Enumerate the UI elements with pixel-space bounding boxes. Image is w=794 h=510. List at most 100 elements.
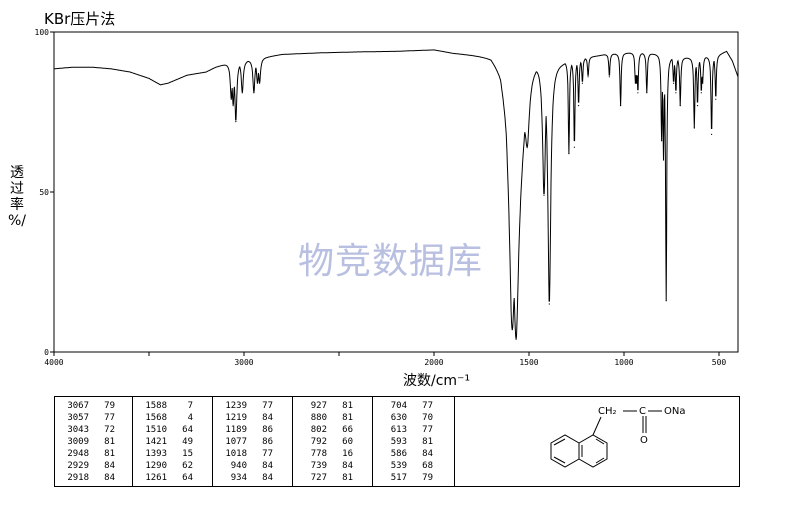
x-axis-label: 波数/cm⁻¹ [403, 373, 471, 389]
peak-table-row: 3009 81 [55, 436, 132, 448]
transmittance-cell: 72 [104, 425, 115, 435]
peak-point [526, 146, 528, 148]
peak-table-row: 2918 84 [55, 472, 132, 484]
spectrum-line [54, 49, 739, 340]
peak-point [637, 92, 639, 94]
peak-table-row: 1189 86 [213, 424, 292, 436]
wavenumber-cell: 1588 [145, 401, 167, 411]
peak-point [619, 105, 622, 107]
peak-point [646, 92, 648, 94]
peak-table-column: 3067 79 3057 77 3043 72 3009 81 2948 81 2929 84 2918… [55, 397, 133, 486]
peak-point [577, 105, 580, 107]
peak-table-row: 1219 84 [213, 412, 292, 424]
double-bond [553, 438, 566, 446]
peak-table-row: 1393 15 [133, 448, 212, 460]
wavenumber-cell: 1239 [225, 401, 247, 411]
peak-marks [230, 76, 717, 340]
molecule-structure: CH₂ C ONa O [550, 406, 685, 468]
transmittance-cell: 84 [262, 473, 273, 483]
peak-table-column: 704 77 630 70 613 77 593 81 586 84 539 68 517 79 [373, 397, 455, 486]
wavenumber-cell: 586 [390, 449, 407, 459]
y-axis-label-char: 透 [10, 165, 24, 181]
wavenumber-cell: 1290 [145, 461, 167, 471]
y-axis-label: 透 过 率 %/ [6, 165, 28, 229]
peak-table-row: 1077 86 [213, 436, 292, 448]
carbonyl-carbon-label: C [639, 406, 646, 417]
peak-table-row: 727 81 [293, 472, 372, 484]
transmittance-cell: 81 [342, 401, 353, 411]
y-tick-label: 0 [44, 348, 49, 357]
peak-table-row: 1568 4 [133, 412, 212, 424]
transmittance-cell: 84 [104, 461, 115, 471]
transmittance-cell: 77 [262, 401, 273, 411]
peak-point [635, 82, 638, 84]
peak-point [568, 153, 570, 155]
page-title: KBr压片法 [44, 10, 116, 28]
peak-point [587, 76, 589, 78]
transmittance-cell: 86 [262, 437, 273, 447]
naphthalene-ring-left [550, 434, 580, 468]
transmittance-cell: 77 [422, 425, 433, 435]
transmittance-cell: 81 [104, 437, 115, 447]
wavenumber-cell: 927 [310, 401, 327, 411]
wavenumber-cell: 934 [230, 473, 247, 483]
transmittance-cell: 84 [422, 449, 433, 459]
wavenumber-cell: 1219 [225, 413, 247, 423]
y-axis-label-char: 率 [10, 197, 24, 213]
ona-label: ONa [664, 406, 685, 417]
peak-table-row: 1261 64 [133, 472, 212, 484]
y-axis-label-char: 过 [10, 181, 24, 197]
ir-spectrum-chart: 4000 3000 2000 1500 1000 500 0 50 100 [35, 28, 739, 367]
peak-table-row: 1239 77 [213, 400, 292, 412]
double-bond [595, 457, 605, 464]
peak-point [710, 133, 713, 135]
transmittance-cell: 81 [104, 449, 115, 459]
peak-point [241, 92, 243, 94]
peak-table-row: 1421 49 [133, 436, 212, 448]
wavenumber-cell: 792 [310, 437, 327, 447]
peak-point [634, 82, 637, 84]
peak-table-row: 778 16 [293, 448, 372, 460]
y-tick-label: 100 [35, 28, 50, 37]
wavenumber-cell: 1189 [225, 425, 247, 435]
wavenumber-cell: 1077 [225, 437, 247, 447]
wavenumber-cell: 613 [390, 425, 407, 435]
x-tick-label: 500 [712, 358, 727, 367]
peak-point [702, 82, 704, 84]
wavenumber-cell: 1018 [225, 449, 247, 459]
peak-table-row: 3067 79 [55, 400, 132, 412]
peak-table-row: 593 81 [373, 436, 454, 448]
wavenumber-cell: 1261 [145, 473, 167, 483]
peak-table-row: 539 68 [373, 460, 454, 472]
peak-point [573, 146, 576, 148]
wavenumber-cell: 3067 [67, 401, 89, 411]
peak-table-row: 3043 72 [55, 424, 132, 436]
x-tick-label: 4000 [44, 358, 63, 367]
peak-table: 3067 79 3057 77 3043 72 3009 81 2948 81 2929 84 2918… [54, 396, 740, 487]
transmittance-cell: 81 [342, 413, 353, 423]
transmittance-cell: 66 [342, 425, 353, 435]
peak-table-row: 1290 62 [133, 460, 212, 472]
y-axis-ticks: 0 50 100 [35, 28, 54, 357]
transmittance-cell: 16 [342, 449, 353, 459]
peak-point [661, 140, 663, 142]
transmittance-cell: 60 [342, 437, 353, 447]
peak-table-row: 739 84 [293, 460, 372, 472]
wavenumber-cell: 802 [310, 425, 327, 435]
wavenumber-cell: 3057 [67, 413, 89, 423]
peak-point [715, 98, 717, 100]
wavenumber-cell: 1510 [145, 425, 167, 435]
peak-table-row: 1510 64 [133, 424, 212, 436]
transmittance-cell: 68 [422, 461, 433, 471]
transmittance-cell: 49 [182, 437, 193, 447]
watermark: 物竞数据库 [298, 241, 484, 282]
transmittance-cell: 77 [262, 449, 273, 459]
peak-table-row: 802 66 [293, 424, 372, 436]
oxygen-label: O [640, 435, 648, 446]
peak-table-row: 880 81 [293, 412, 372, 424]
transmittance-cell: 81 [342, 473, 353, 483]
x-tick-label: 1500 [519, 358, 538, 367]
wavenumber-cell: 940 [230, 461, 247, 471]
wavenumber-cell: 1393 [145, 449, 167, 459]
transmittance-cell: 79 [104, 401, 115, 411]
